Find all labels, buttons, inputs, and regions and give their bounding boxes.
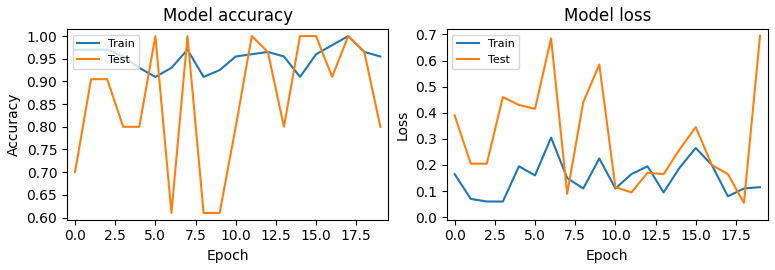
- Train: [739, 187, 749, 190]
- Test: [563, 192, 572, 195]
- Train: [264, 50, 273, 53]
- Line: Train: Train: [455, 138, 760, 201]
- Test: [627, 191, 636, 194]
- Test: [611, 185, 620, 189]
- Test: [530, 107, 539, 110]
- Train: [579, 187, 588, 190]
- Line: Train: Train: [75, 36, 381, 77]
- Train: [183, 48, 192, 51]
- Test: [659, 173, 668, 176]
- Train: [707, 163, 716, 167]
- X-axis label: Epoch: Epoch: [206, 249, 249, 263]
- Train: [466, 197, 475, 201]
- Y-axis label: Accuracy: Accuracy: [7, 93, 21, 156]
- Train: [343, 35, 353, 38]
- Train: [71, 48, 80, 51]
- Test: [707, 163, 716, 167]
- Train: [515, 165, 524, 168]
- Train: [135, 66, 144, 69]
- Train: [530, 174, 539, 177]
- Train: [312, 53, 321, 56]
- Train: [119, 55, 128, 58]
- Train: [450, 173, 460, 176]
- Train: [627, 173, 636, 176]
- Legend: Train, Test: Train, Test: [73, 35, 140, 69]
- Train: [199, 75, 208, 79]
- Test: [723, 173, 732, 176]
- Test: [312, 35, 321, 38]
- Test: [135, 125, 144, 129]
- Test: [295, 35, 305, 38]
- Test: [376, 125, 385, 129]
- Test: [264, 50, 273, 53]
- Train: [691, 146, 701, 150]
- Test: [360, 50, 369, 53]
- Test: [102, 77, 112, 81]
- Test: [546, 37, 556, 40]
- Test: [279, 125, 288, 129]
- Y-axis label: Loss: Loss: [395, 109, 409, 140]
- Test: [87, 77, 96, 81]
- Test: [150, 35, 160, 38]
- Test: [739, 201, 749, 204]
- Test: [119, 125, 128, 129]
- Train: [376, 55, 385, 58]
- Train: [611, 187, 620, 190]
- Test: [328, 75, 337, 79]
- Test: [515, 103, 524, 107]
- Test: [450, 114, 460, 117]
- Test: [199, 211, 208, 215]
- Train: [594, 157, 604, 160]
- Train: [360, 50, 369, 53]
- Test: [675, 148, 684, 151]
- Train: [215, 69, 224, 72]
- Train: [328, 43, 337, 47]
- Train: [87, 48, 96, 51]
- Test: [215, 211, 224, 215]
- Train: [659, 191, 668, 194]
- Test: [466, 162, 475, 165]
- Line: Test: Test: [455, 36, 760, 203]
- Test: [71, 171, 80, 174]
- Train: [482, 200, 491, 203]
- Test: [756, 34, 765, 38]
- Train: [563, 176, 572, 180]
- Title: Model loss: Model loss: [563, 7, 651, 25]
- Title: Model accuracy: Model accuracy: [163, 7, 293, 25]
- Train: [279, 55, 288, 58]
- Test: [482, 162, 491, 165]
- Train: [498, 200, 508, 203]
- Test: [231, 125, 240, 129]
- Train: [247, 53, 257, 56]
- Train: [167, 66, 176, 69]
- Test: [167, 211, 176, 215]
- Test: [691, 126, 701, 129]
- Train: [675, 166, 684, 169]
- Train: [723, 195, 732, 198]
- X-axis label: Epoch: Epoch: [586, 249, 629, 263]
- Test: [594, 63, 604, 66]
- Train: [295, 75, 305, 79]
- Test: [343, 35, 353, 38]
- Train: [231, 55, 240, 58]
- Train: [643, 165, 653, 168]
- Test: [643, 171, 653, 174]
- Test: [247, 35, 257, 38]
- Test: [579, 101, 588, 104]
- Train: [150, 75, 160, 79]
- Train: [756, 185, 765, 189]
- Test: [183, 35, 192, 38]
- Test: [498, 96, 508, 99]
- Line: Test: Test: [75, 36, 381, 213]
- Legend: Train, Test: Train, Test: [452, 35, 519, 69]
- Train: [102, 48, 112, 51]
- Train: [546, 136, 556, 139]
